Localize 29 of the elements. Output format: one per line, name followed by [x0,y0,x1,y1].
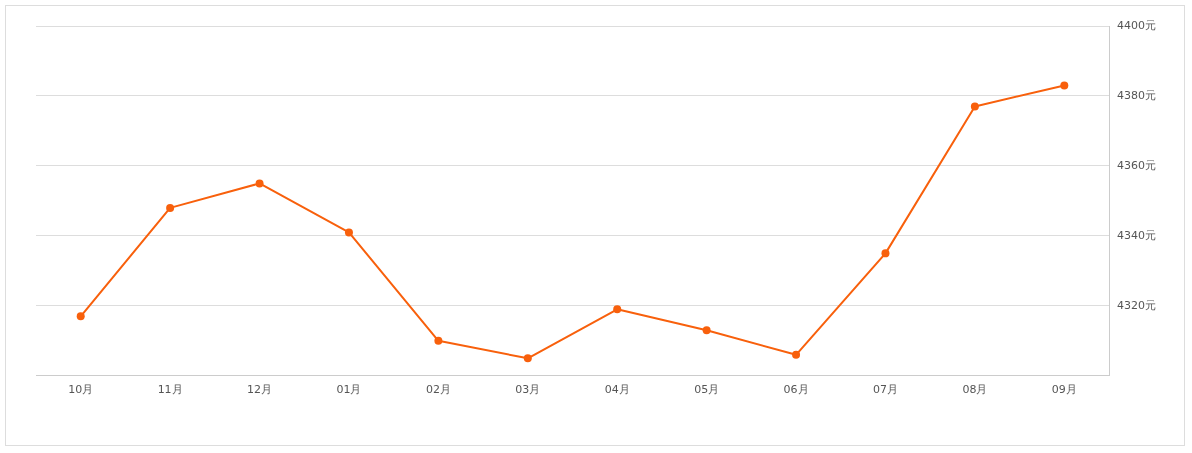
y-tick-label: 4320元 [1117,298,1157,312]
x-tick-label: 04月 [604,383,630,397]
x-tick-label: 05月 [694,383,720,397]
y-tick-label: 4340元 [1117,228,1157,242]
point [255,179,264,188]
point [792,350,801,359]
point [523,354,532,363]
y-tick-label: 4380元 [1117,88,1157,102]
x-tick-label: 06月 [783,383,809,397]
x-tick-label: 10月 [68,383,94,397]
point [881,249,890,258]
point [702,326,711,335]
x-tick-label: 01月 [336,383,362,397]
y-tick-label: 4360元 [1117,158,1157,172]
x-tick-label: 03月 [515,383,541,397]
point [434,336,443,345]
x-tick-label: 07月 [872,383,898,397]
x-tick-label: 12月 [247,383,273,397]
x-tick-label: 02月 [425,383,451,397]
point [970,102,979,111]
x-tick-label: 09月 [1051,383,1077,397]
point [613,305,622,314]
x-tick-label: 08月 [962,383,988,397]
point [76,312,85,321]
point [344,228,353,237]
y-tick-label: 4400元 [1117,18,1157,32]
point [1060,81,1069,90]
point [166,203,175,212]
x-tick-label: 11月 [157,383,183,397]
